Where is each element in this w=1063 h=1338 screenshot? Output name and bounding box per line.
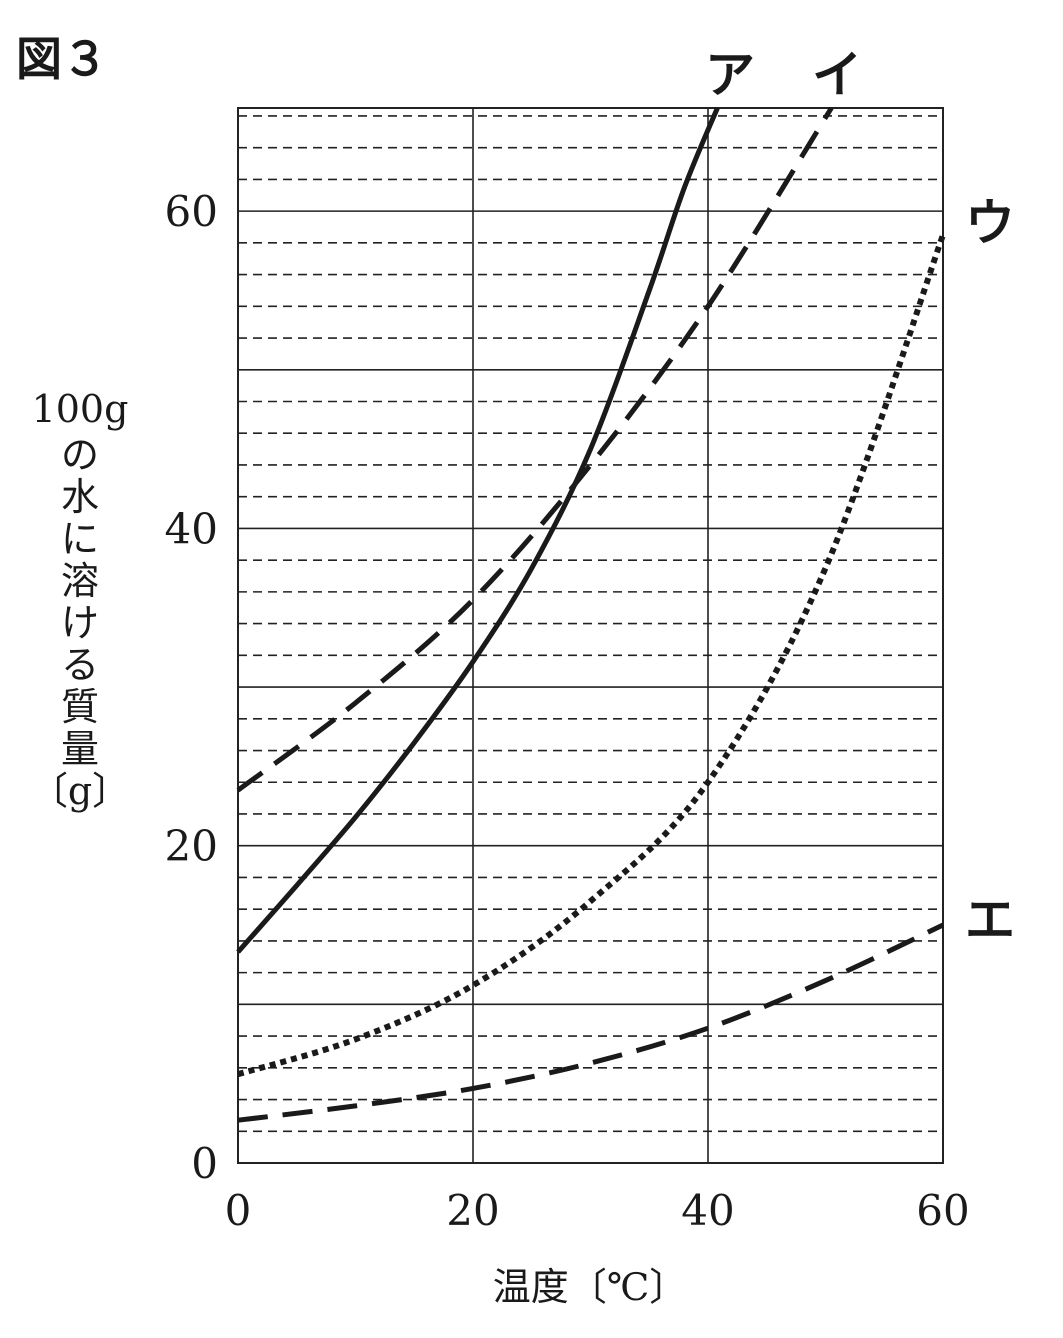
chart-series xyxy=(236,106,946,1123)
series-label-4: エ xyxy=(965,891,1015,949)
y-tick-label: 0 xyxy=(191,1139,218,1188)
plot-frame xyxy=(237,107,944,1164)
axis-tick-labels: 0 20 40 60 0 20 40 60 xyxy=(165,187,970,1235)
y-axis-label: 100g の水に溶ける質量〔g〕 xyxy=(30,387,130,813)
series-label-1: ア xyxy=(705,46,755,104)
series-line-1 xyxy=(236,107,720,954)
series-line-3 xyxy=(237,233,946,1078)
x-tick-label: 20 xyxy=(446,1186,499,1235)
x-tick-label: 0 xyxy=(225,1186,252,1235)
series-label-2: イ xyxy=(812,46,862,104)
x-tick-label: 60 xyxy=(916,1186,969,1235)
x-tick-label: 40 xyxy=(681,1186,734,1235)
y-tick-label: 40 xyxy=(165,504,218,553)
figure-label: 図３ xyxy=(16,32,108,86)
x-axis-label: 温度〔℃〕 xyxy=(493,1265,688,1309)
y-tick-label: 60 xyxy=(165,187,218,236)
y-tick-label: 20 xyxy=(165,822,218,871)
series-labels: アイウエ xyxy=(705,46,1015,949)
series-label-3: ウ xyxy=(965,194,1015,252)
series-line-2 xyxy=(236,106,834,793)
chart-grid xyxy=(237,107,944,1164)
series-line-4 xyxy=(237,922,945,1123)
